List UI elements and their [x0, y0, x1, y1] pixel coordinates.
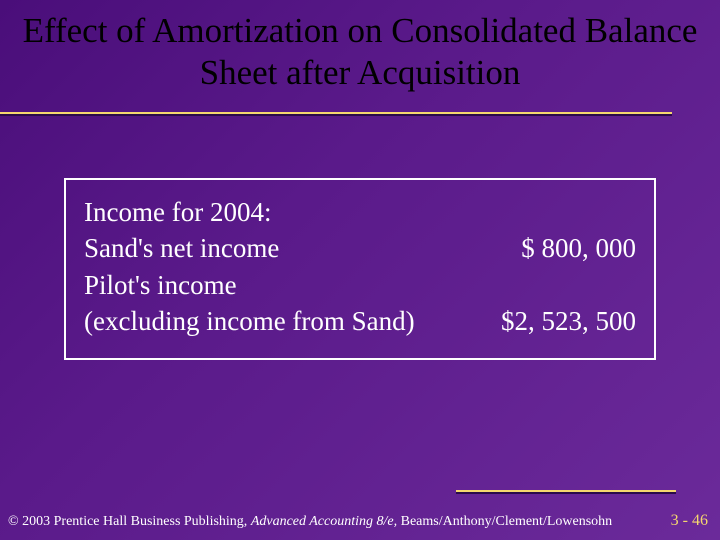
title-divider — [0, 110, 672, 116]
slide-footer: © 2003 Prentice Hall Business Publishing… — [8, 512, 708, 530]
sand-value: $ 800, 000 — [501, 230, 636, 266]
copyright-suffix: Beams/Anthony/Clement/Lowensohn — [397, 514, 612, 529]
income-box: Income for 2004: Sand's net income $ 800… — [64, 178, 656, 360]
sand-label: Sand's net income — [84, 230, 501, 266]
income-row-pilot: (excluding income from Sand) $2, 523, 50… — [84, 303, 636, 339]
copyright-prefix: © 2003 Prentice Hall Business Publishing… — [8, 514, 251, 529]
page-number: 3 - 46 — [659, 512, 708, 530]
pilot-label-line2: (excluding income from Sand) — [84, 303, 481, 339]
income-row-sand: Sand's net income $ 800, 000 — [84, 230, 636, 266]
copyright-text: © 2003 Prentice Hall Business Publishing… — [8, 514, 659, 530]
income-heading: Income for 2004: — [84, 194, 636, 230]
copyright-italic: Advanced Accounting 8/e, — [251, 514, 397, 529]
bottom-accent-divider — [456, 490, 676, 494]
pilot-label-line1: Pilot's income — [84, 267, 636, 303]
pilot-value: $2, 523, 500 — [481, 303, 636, 339]
slide-title: Effect of Amortization on Consolidated B… — [0, 0, 720, 102]
